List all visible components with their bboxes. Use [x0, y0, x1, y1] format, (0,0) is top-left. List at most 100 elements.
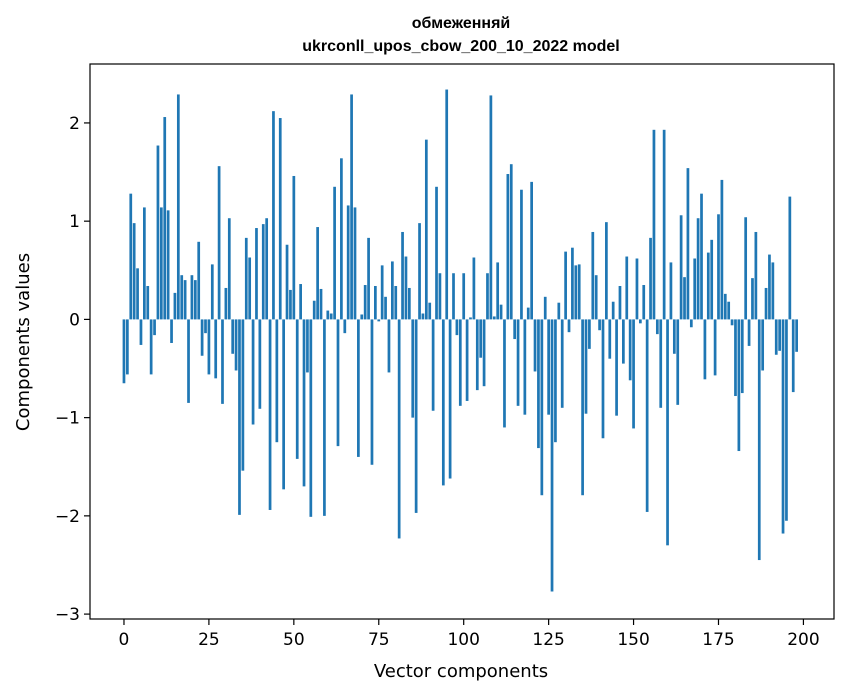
bar-60 — [326, 310, 330, 320]
bar-37 — [248, 257, 252, 320]
bar-80 — [394, 286, 398, 320]
bar-134 — [577, 264, 581, 320]
y-axis-ticks: −3 −2 −1 0 1 2 — [55, 114, 90, 625]
bar-126 — [550, 319, 554, 592]
bar-115 — [513, 319, 517, 340]
bar-177 — [723, 293, 727, 320]
bar-104 — [475, 319, 479, 391]
bar-157 — [655, 319, 659, 335]
bar-82 — [401, 231, 404, 320]
bar-146 — [618, 286, 622, 320]
bar-52 — [299, 284, 302, 320]
bar-118 — [523, 319, 527, 415]
bar-197 — [791, 319, 795, 393]
bar-66 — [346, 205, 350, 320]
bar-194 — [781, 319, 785, 534]
y-tick-label: 0 — [69, 310, 80, 330]
bar-125 — [547, 319, 550, 415]
bar-47 — [282, 319, 285, 490]
y-tick-label: −1 — [55, 409, 80, 429]
bar-56 — [312, 300, 316, 320]
bar-54 — [306, 319, 309, 373]
bar-135 — [581, 319, 584, 496]
bar-88 — [421, 313, 425, 320]
bar-113 — [506, 174, 510, 320]
bar-166 — [686, 168, 690, 320]
x-tick-label: 0 — [119, 630, 130, 650]
bar-196 — [788, 196, 792, 320]
bar-91 — [431, 319, 435, 411]
bar-71 — [363, 285, 367, 320]
bar-57 — [316, 227, 319, 320]
bar-94 — [441, 319, 445, 486]
bar-186 — [754, 231, 758, 320]
bar-42 — [265, 218, 269, 320]
bar-35 — [241, 319, 245, 471]
bar-124 — [543, 296, 547, 320]
bar-184 — [747, 319, 751, 346]
bar-198 — [795, 319, 798, 352]
bar-14 — [170, 319, 173, 343]
chart-title-line-1: обмеженняй — [412, 15, 511, 32]
bars-group — [122, 89, 798, 592]
bar-46 — [278, 118, 282, 320]
bar-145 — [615, 319, 618, 416]
bar-12 — [163, 117, 167, 320]
bar-50 — [292, 175, 296, 320]
bar-162 — [672, 319, 676, 354]
bar-62 — [333, 186, 336, 320]
bar-121 — [533, 319, 537, 372]
bar-76 — [380, 265, 384, 320]
x-axis-label: Vector components — [374, 661, 548, 682]
bar-148 — [625, 256, 629, 320]
bar-67 — [350, 94, 353, 320]
bar-143 — [608, 319, 612, 359]
bar-190 — [768, 254, 771, 320]
bar-144 — [611, 301, 615, 320]
bar-4 — [136, 268, 139, 320]
bar-25 — [207, 319, 211, 375]
bar-105 — [479, 319, 483, 358]
bar-16 — [176, 94, 180, 320]
bar-155 — [649, 237, 652, 320]
bar-51 — [295, 319, 299, 459]
bar-132 — [571, 247, 574, 320]
bar-133 — [574, 265, 578, 320]
bar-38 — [251, 319, 255, 425]
bar-191 — [771, 262, 775, 320]
bar-128 — [557, 302, 561, 320]
bar-114 — [509, 164, 513, 320]
bar-75 — [377, 319, 381, 322]
bar-171 — [703, 319, 707, 380]
bar-131 — [567, 319, 571, 333]
bar-116 — [516, 319, 520, 406]
x-tick-label: 125 — [532, 630, 564, 650]
y-tick-label: 2 — [69, 114, 80, 134]
bar-5 — [139, 319, 143, 345]
bar-139 — [594, 275, 598, 320]
bar-43 — [268, 319, 272, 510]
bar-120 — [530, 181, 533, 320]
bar-85 — [411, 319, 415, 418]
bar-96 — [448, 319, 452, 479]
bar-127 — [554, 319, 557, 443]
bar-193 — [778, 319, 781, 351]
bar-78 — [387, 319, 391, 373]
bar-164 — [679, 215, 683, 320]
chart-title-line-2: ukrconll_upos_cbow_200_10_2022 model — [302, 38, 619, 55]
bar-31 — [227, 218, 231, 320]
bar-100 — [462, 273, 466, 320]
bar-59 — [323, 319, 326, 516]
bar-64 — [340, 158, 343, 320]
y-tick-label: −3 — [55, 605, 80, 625]
bar-151 — [635, 258, 639, 320]
bar-29 — [221, 319, 224, 404]
bar-108 — [489, 95, 493, 320]
bar-39 — [255, 228, 258, 320]
x-axis-ticks: 0 25 50 75 100 125 150 175 200 — [119, 619, 820, 650]
x-tick-label: 175 — [702, 630, 734, 650]
bar-63 — [336, 319, 340, 447]
bar-68 — [353, 207, 357, 320]
bar-150 — [632, 319, 635, 429]
